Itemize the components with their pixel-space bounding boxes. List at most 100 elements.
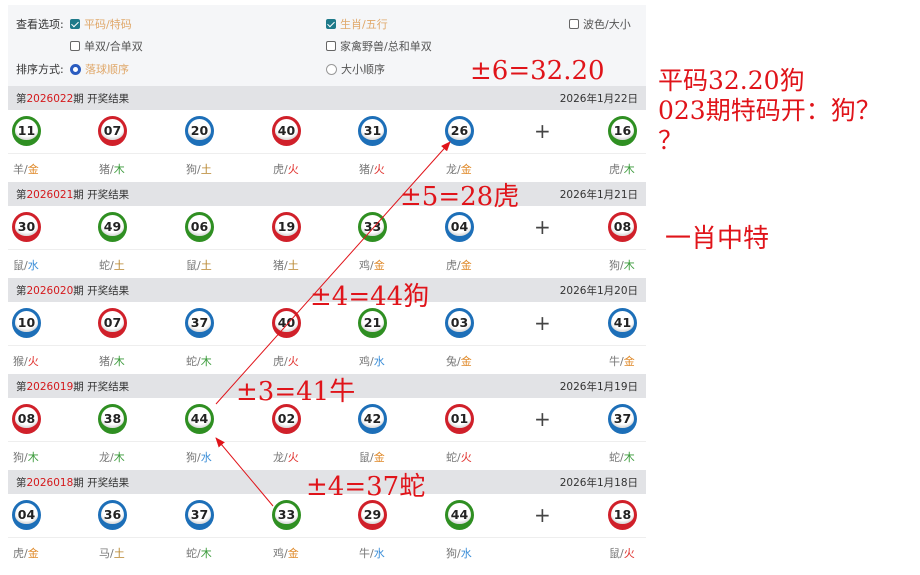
zodiac-element: 蛇/木 <box>609 449 635 465</box>
zodiac-element: 狗/木 <box>609 257 635 273</box>
element: 水 <box>460 547 472 560</box>
period-block: 第2026020期 开奖结果 2026年1月20日 10 07 37 40 21 03 41… <box>8 278 646 374</box>
number-ball: 33 <box>358 212 387 242</box>
radio[interactable] <box>70 63 81 75</box>
ball-number: 37 <box>613 410 632 426</box>
zodiac: 牛 <box>359 547 370 560</box>
special-ball: 37 <box>608 404 637 434</box>
ball-number: 44 <box>190 410 209 426</box>
element: 火 <box>287 355 299 368</box>
zodiac: 兔 <box>446 355 457 368</box>
element: 土 <box>287 259 299 272</box>
sort-draw-order[interactable]: 落球顺序 <box>70 61 129 77</box>
ball-number: 26 <box>450 122 469 138</box>
ball-number: 20 <box>190 122 209 138</box>
draw-date: 2026年1月18日 <box>559 476 638 489</box>
option-regular-special[interactable]: 平码/特码 <box>70 16 132 32</box>
element: 水 <box>200 451 212 464</box>
element: 木 <box>27 451 39 464</box>
option-label: 家禽野兽/总和单双 <box>340 40 432 53</box>
option-domestic-wild[interactable]: 家禽野兽/总和单双 <box>326 38 432 54</box>
prefix: 第 <box>16 92 27 105</box>
plus-sign: + <box>534 119 551 143</box>
radio[interactable] <box>326 63 337 75</box>
checkbox[interactable] <box>326 19 336 29</box>
zodiac-element: 龙/木 <box>99 449 125 465</box>
separator: / <box>284 547 288 560</box>
zodiac-element: 鸡/金 <box>359 257 385 273</box>
checkbox[interactable] <box>70 19 80 29</box>
period-title: 第2026020期 开奖结果 <box>16 283 129 298</box>
element: 木 <box>113 163 125 176</box>
separator: / <box>457 355 461 368</box>
zodiac-element: 虎/火 <box>273 161 299 177</box>
element: 火 <box>27 355 39 368</box>
zodiac-row: 鼠/水 蛇/土 鼠/土 猪/土 鸡/金 虎/金 狗/木 <box>8 249 646 278</box>
plus-sign: + <box>534 503 551 527</box>
special-ball: 08 <box>608 212 637 242</box>
label: 查看选项: <box>16 18 64 31</box>
separator: / <box>24 163 28 176</box>
suffix: 期 开奖结果 <box>73 284 130 297</box>
prefix: 第 <box>16 188 27 201</box>
issue-number: 2026019 <box>26 380 74 393</box>
ball-row: 04 36 37 33 29 44 18 + <box>8 494 646 537</box>
separator: / <box>284 163 288 176</box>
zodiac: 猪 <box>359 163 370 176</box>
separator: / <box>620 355 624 368</box>
separator: / <box>370 163 374 176</box>
element: 火 <box>623 547 635 560</box>
element: 木 <box>113 451 125 464</box>
element: 木 <box>200 547 212 560</box>
separator: / <box>110 259 114 272</box>
option-odd-even[interactable]: 单双/合单双 <box>70 38 143 54</box>
zodiac-element: 兔/金 <box>446 353 472 369</box>
separator: / <box>457 451 461 464</box>
element: 土 <box>200 259 212 272</box>
zodiac-element: 虎/金 <box>13 545 39 561</box>
number-ball: 31 <box>358 116 387 146</box>
number-ball: 04 <box>12 500 41 530</box>
zodiac-row: 虎/金 马/土 蛇/木 鸡/金 牛/水 狗/水 鼠/火 <box>8 537 646 566</box>
number-ball: 04 <box>445 212 474 242</box>
separator: / <box>620 547 624 560</box>
plus-sign: + <box>534 311 551 335</box>
view-options-label: 查看选项: <box>16 16 64 32</box>
separator: / <box>370 547 374 560</box>
zodiac-element: 鼠/水 <box>13 257 39 273</box>
zodiac: 龙 <box>273 451 284 464</box>
separator: / <box>24 451 28 464</box>
period-block: 第2026019期 开奖结果 2026年1月19日 08 38 44 02 42 01 37… <box>8 374 646 470</box>
zodiac-element: 狗/水 <box>446 545 472 561</box>
number-ball: 08 <box>12 404 41 434</box>
zodiac: 狗 <box>186 451 197 464</box>
number-ball: 38 <box>98 404 127 434</box>
separator: / <box>284 259 288 272</box>
separator: / <box>197 451 201 464</box>
special-ball: 18 <box>608 500 637 530</box>
zodiac: 猪 <box>273 259 284 272</box>
element: 金 <box>460 355 472 368</box>
option-zodiac-element[interactable]: 生肖/五行 <box>326 16 388 32</box>
zodiac: 鼠 <box>609 547 620 560</box>
checkbox[interactable] <box>326 41 336 51</box>
ball-number: 04 <box>17 506 36 522</box>
zodiac-element: 龙/金 <box>446 161 472 177</box>
suffix: 期 开奖结果 <box>73 380 130 393</box>
zodiac-element: 鼠/火 <box>609 545 635 561</box>
zodiac-element: 狗/水 <box>186 449 212 465</box>
zodiac: 马 <box>99 547 110 560</box>
element: 水 <box>373 547 385 560</box>
number-ball: 36 <box>98 500 127 530</box>
annotation-plus4-dog: ±4=44狗 <box>310 282 430 312</box>
checkbox[interactable] <box>70 41 80 51</box>
option-wave-size[interactable]: 波色/大小 <box>569 16 631 32</box>
period-block: 第2026018期 开奖结果 2026年1月18日 04 36 37 33 29 44 18… <box>8 470 646 566</box>
checkbox[interactable] <box>569 19 579 29</box>
element: 土 <box>113 259 125 272</box>
sort-size-order[interactable]: 大小顺序 <box>326 61 385 77</box>
annotation-plus4-snake: ±4=37蛇 <box>306 472 426 502</box>
annotation-side-3: ？ <box>658 126 684 155</box>
number-ball: 01 <box>445 404 474 434</box>
element: 火 <box>287 163 299 176</box>
